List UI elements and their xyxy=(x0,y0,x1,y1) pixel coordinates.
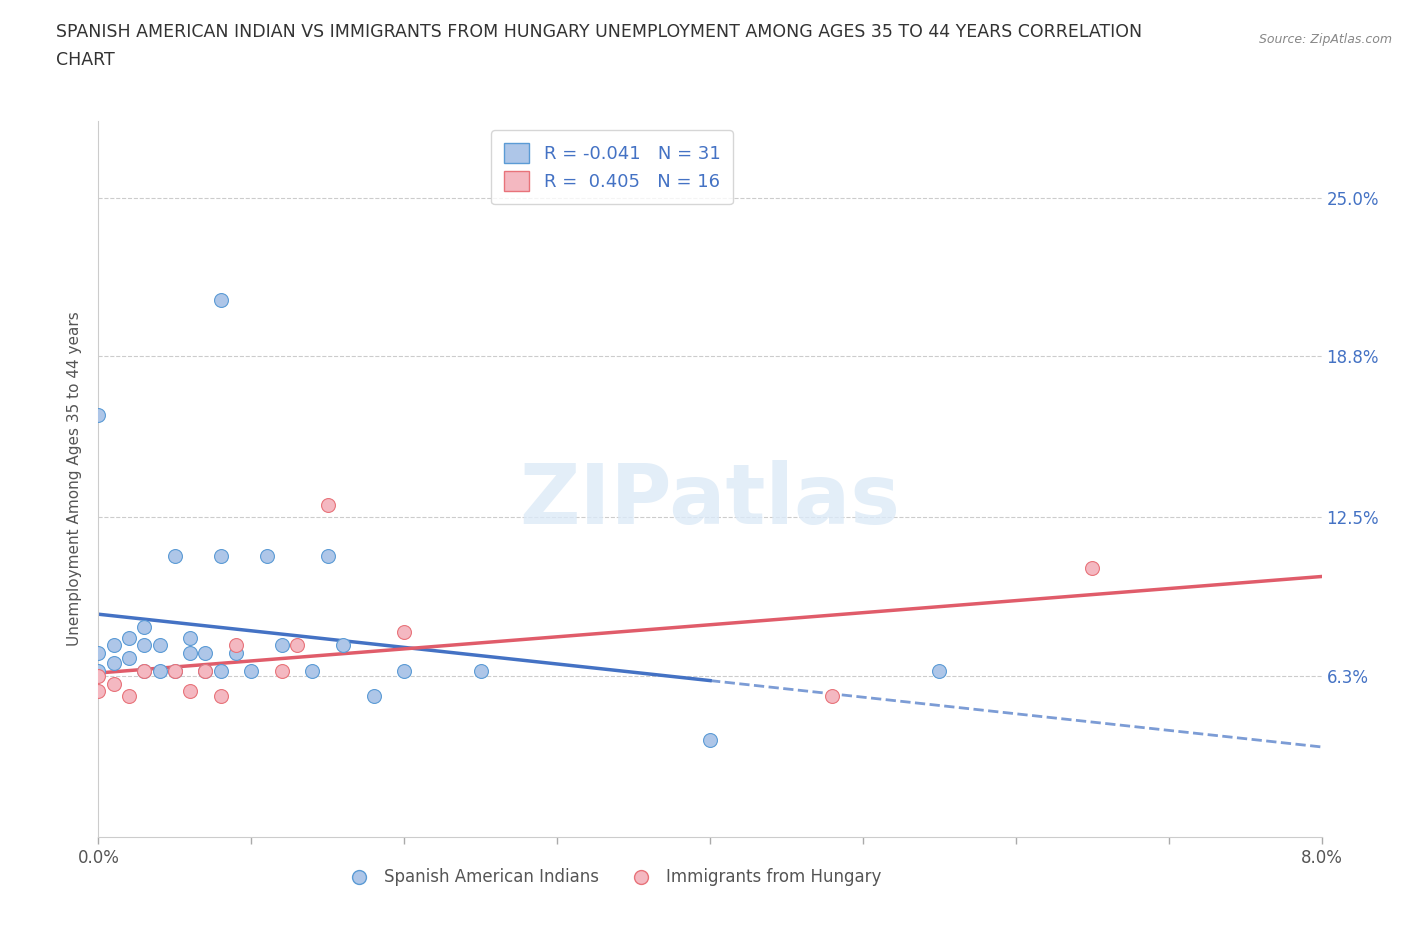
Point xyxy=(301,663,323,678)
Legend: Spanish American Indians, Immigrants from Hungary: Spanish American Indians, Immigrants fro… xyxy=(336,862,889,893)
Point xyxy=(194,645,217,660)
Point xyxy=(118,651,141,666)
Point xyxy=(118,689,141,704)
Y-axis label: Unemployment Among Ages 35 to 44 years: Unemployment Among Ages 35 to 44 years xyxy=(67,312,83,646)
Point xyxy=(149,638,172,653)
Point xyxy=(225,645,247,660)
Text: Source: ZipAtlas.com: Source: ZipAtlas.com xyxy=(1258,33,1392,46)
Point xyxy=(928,663,950,678)
Text: ZIPatlas: ZIPatlas xyxy=(520,460,900,541)
Point xyxy=(163,549,186,564)
Point xyxy=(821,689,844,704)
Point xyxy=(363,689,385,704)
Point xyxy=(332,638,354,653)
Point xyxy=(87,684,110,698)
Point xyxy=(134,638,156,653)
Point xyxy=(699,733,721,748)
Point xyxy=(118,631,141,645)
Point xyxy=(134,620,156,635)
Point xyxy=(209,689,232,704)
Point xyxy=(225,638,247,653)
Point xyxy=(209,549,232,564)
Point xyxy=(179,631,201,645)
Point xyxy=(163,663,186,678)
Point xyxy=(149,663,172,678)
Point xyxy=(240,663,263,678)
Point xyxy=(209,293,232,308)
Point xyxy=(87,663,110,678)
Point xyxy=(270,663,294,678)
Point xyxy=(270,638,294,653)
Point xyxy=(103,638,125,653)
Text: CHART: CHART xyxy=(56,51,115,69)
Point xyxy=(179,684,201,698)
Point xyxy=(1081,561,1104,576)
Point xyxy=(256,549,278,564)
Point xyxy=(103,676,125,691)
Point xyxy=(87,407,110,422)
Point xyxy=(103,656,125,671)
Point xyxy=(316,549,339,564)
Point xyxy=(87,645,110,660)
Point xyxy=(179,645,201,660)
Text: SPANISH AMERICAN INDIAN VS IMMIGRANTS FROM HUNGARY UNEMPLOYMENT AMONG AGES 35 TO: SPANISH AMERICAN INDIAN VS IMMIGRANTS FR… xyxy=(56,23,1142,41)
Point xyxy=(134,663,156,678)
Point xyxy=(392,625,416,640)
Point xyxy=(470,663,492,678)
Point xyxy=(392,663,416,678)
Point xyxy=(285,638,308,653)
Point xyxy=(209,663,232,678)
Point xyxy=(194,663,217,678)
Point xyxy=(194,663,217,678)
Point xyxy=(316,497,339,512)
Point xyxy=(87,669,110,684)
Point xyxy=(134,663,156,678)
Point xyxy=(163,663,186,678)
